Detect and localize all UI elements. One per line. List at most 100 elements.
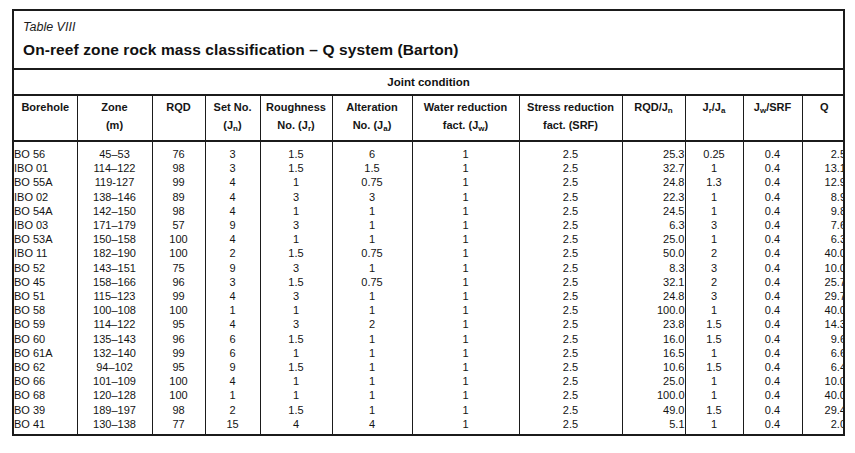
cell-q: 6.4 xyxy=(802,360,845,374)
cell-jr-ja: 1 xyxy=(685,388,743,402)
cell-rqd: 95 xyxy=(152,360,205,374)
cell-jw-srf: 0.4 xyxy=(743,303,802,317)
cell-alteration: 1 xyxy=(332,374,412,388)
col-header-zone: Zone(m) xyxy=(77,96,152,141)
table-body: BO 5645–537631.5612.525.30.250.42.5IBO 0… xyxy=(14,141,845,436)
cell-jw-srf: 0.4 xyxy=(743,374,802,388)
cell-alteration: 1.5 xyxy=(332,161,412,175)
cell-zone: 101–109 xyxy=(77,374,152,388)
cell-roughness: 1.5 xyxy=(260,403,332,417)
cell-stress: 2.5 xyxy=(519,289,622,303)
cell-water: 1 xyxy=(412,246,519,260)
cell-roughness: 1.5 xyxy=(260,246,332,260)
cell-water: 1 xyxy=(412,332,519,346)
table-row: IBO 02138–1468943312.522.310.48.9 xyxy=(14,190,845,204)
cell-q: 10.0 xyxy=(802,261,845,275)
cell-rqd: 76 xyxy=(152,141,205,161)
cell-rqd: 100 xyxy=(152,246,205,260)
cell-jw-srf: 0.4 xyxy=(743,275,802,289)
cell-water: 1 xyxy=(412,141,519,161)
col-header-alteration: AlterationNo. (Ja) xyxy=(332,96,412,141)
cell-jw-srf: 0.4 xyxy=(743,232,802,246)
cell-rqd: 96 xyxy=(152,275,205,289)
cell-jr-ja: 1 xyxy=(685,161,743,175)
cell-q: 2.5 xyxy=(802,141,845,161)
cell-rqd-jn: 23.8 xyxy=(622,317,685,331)
cell-borehole: BO 60 xyxy=(14,332,77,346)
cell-jw-srf: 0.4 xyxy=(743,289,802,303)
cell-set-no: 1 xyxy=(205,388,260,402)
cell-borehole: BO 66 xyxy=(14,374,77,388)
cell-stress: 2.5 xyxy=(519,303,622,317)
table-row: BO 55A119-12799410.7512.524.81.30.412.9 xyxy=(14,175,845,189)
cell-set-no: 9 xyxy=(205,218,260,232)
cell-stress: 2.5 xyxy=(519,275,622,289)
table-row: BO 58100–10810011112.5100.010.440.0 xyxy=(14,303,845,317)
cell-q: 2.0 xyxy=(802,417,845,436)
cell-q: 40.0 xyxy=(802,303,845,317)
table-row: BO 41130–13877154412.55.110.42.0 xyxy=(14,417,845,436)
cell-rqd-jn: 25.3 xyxy=(622,141,685,161)
cell-stress: 2.5 xyxy=(519,403,622,417)
cell-q: 29.7 xyxy=(802,289,845,303)
cell-rqd: 99 xyxy=(152,289,205,303)
cell-jw-srf: 0.4 xyxy=(743,141,802,161)
scanned-paper-page: Table VIII On-reef zone rock mass classi… xyxy=(0,0,855,453)
cell-rqd-jn: 49.0 xyxy=(622,403,685,417)
table-row: BO 54A142–1509841112.524.510.49.8 xyxy=(14,204,845,218)
cell-zone: 150–158 xyxy=(77,232,152,246)
cell-alteration: 1 xyxy=(332,332,412,346)
cell-set-no: 3 xyxy=(205,275,260,289)
col-header-stress: Stress reductionfact. (SRF) xyxy=(519,96,622,141)
cell-roughness: 3 xyxy=(260,190,332,204)
cell-zone: 45–53 xyxy=(77,141,152,161)
cell-jw-srf: 0.4 xyxy=(743,190,802,204)
cell-rqd: 57 xyxy=(152,218,205,232)
cell-zone: 142–150 xyxy=(77,204,152,218)
cell-alteration: 1 xyxy=(332,204,412,218)
cell-borehole: IBO 02 xyxy=(14,190,77,204)
cell-zone: 114–122 xyxy=(77,317,152,331)
cell-set-no: 4 xyxy=(205,317,260,331)
cell-rqd: 89 xyxy=(152,190,205,204)
cell-q: 29.4 xyxy=(802,403,845,417)
cell-rqd-jn: 24.8 xyxy=(622,289,685,303)
col-header-jr-ja: Jr/Ja xyxy=(685,96,743,141)
cell-rqd: 99 xyxy=(152,346,205,360)
cell-alteration: 1 xyxy=(332,261,412,275)
cell-alteration: 1 xyxy=(332,403,412,417)
cell-borehole: BO 56 xyxy=(14,141,77,161)
cell-borehole: BO 62 xyxy=(14,360,77,374)
cell-water: 1 xyxy=(412,403,519,417)
cell-rqd-jn: 6.3 xyxy=(622,218,685,232)
cell-water: 1 xyxy=(412,303,519,317)
cell-water: 1 xyxy=(412,388,519,402)
cell-stress: 2.5 xyxy=(519,374,622,388)
cell-jr-ja: 1.5 xyxy=(685,317,743,331)
cell-jw-srf: 0.4 xyxy=(743,246,802,260)
cell-alteration: 0.75 xyxy=(332,246,412,260)
cell-set-no: 2 xyxy=(205,403,260,417)
cell-water: 1 xyxy=(412,261,519,275)
cell-set-no: 1 xyxy=(205,303,260,317)
cell-q: 14.3 xyxy=(802,317,845,331)
cell-q: 25.7 xyxy=(802,275,845,289)
table-row: BO 60135–1439661.5112.516.01.50.49.6 xyxy=(14,332,845,346)
cell-zone: 120–128 xyxy=(77,388,152,402)
cell-rqd: 96 xyxy=(152,332,205,346)
cell-stress: 2.5 xyxy=(519,218,622,232)
joint-condition-group-header: Joint condition xyxy=(14,70,843,96)
col-header-borehole: Borehole xyxy=(14,96,77,141)
cell-q: 40.0 xyxy=(802,388,845,402)
cell-jr-ja: 1 xyxy=(685,190,743,204)
cell-alteration: 0.75 xyxy=(332,275,412,289)
cell-zone: 114–122 xyxy=(77,161,152,175)
cell-zone: 119-127 xyxy=(77,175,152,189)
cell-rqd-jn: 22.3 xyxy=(622,190,685,204)
cell-jw-srf: 0.4 xyxy=(743,161,802,175)
table-row: IBO 11182–19010021.50.7512.550.020.440.0 xyxy=(14,246,845,260)
table-row: BO 45158–1669631.50.7512.532.120.425.7 xyxy=(14,275,845,289)
cell-jr-ja: 1.5 xyxy=(685,360,743,374)
cell-alteration: 1 xyxy=(332,303,412,317)
cell-water: 1 xyxy=(412,417,519,436)
